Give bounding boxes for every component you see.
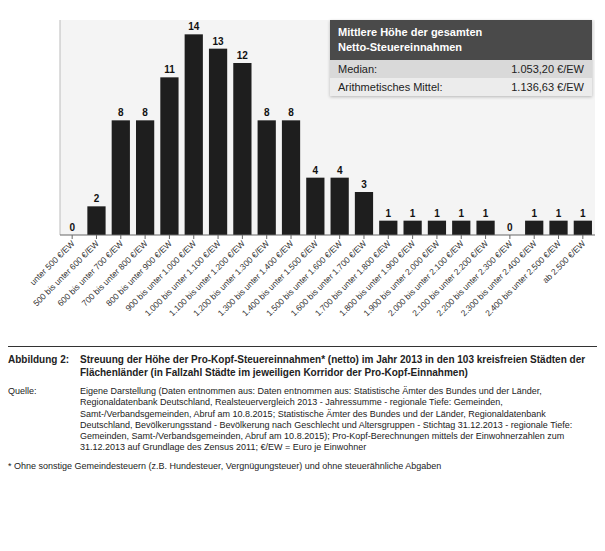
- bar: [355, 192, 373, 235]
- bar: [476, 221, 494, 235]
- y-axis-line: [60, 20, 61, 235]
- data-label: 8: [118, 107, 124, 118]
- source-row: Quelle:Eigene Darstellung (Daten entnomm…: [8, 386, 597, 454]
- data-label: 8: [288, 107, 294, 118]
- bar: [306, 178, 324, 235]
- bar: [87, 206, 105, 235]
- x-tick: [169, 235, 170, 239]
- data-label: 4: [313, 165, 319, 176]
- source-label: Quelle:: [8, 386, 80, 454]
- data-label: 1: [410, 208, 416, 219]
- bar: [233, 63, 251, 235]
- x-tick: [363, 235, 364, 239]
- x-tick: [120, 235, 121, 239]
- bar: [403, 221, 421, 235]
- x-axis: unter 500 €/EW500 bis unter 600 €/EW600 …: [28, 235, 595, 318]
- data-label: 1: [556, 208, 562, 219]
- x-tick: [291, 235, 292, 239]
- x-tick: [436, 235, 437, 239]
- bars: [87, 34, 592, 235]
- stats-header: Mittlere Höhe der gesamten Netto-Steuere…: [330, 20, 592, 60]
- bar: [258, 120, 276, 235]
- data-label: 8: [264, 107, 270, 118]
- data-label: 11: [164, 64, 175, 75]
- x-tick: [339, 235, 340, 239]
- data-label: 4: [337, 165, 343, 176]
- x-tick: [242, 235, 243, 239]
- bar: [331, 178, 349, 235]
- x-tick: [145, 235, 146, 239]
- bar: [549, 221, 567, 235]
- x-tick: [218, 235, 219, 239]
- data-label: 8: [142, 107, 148, 118]
- source-text: Eigene Darstellung (Daten entnommen aus:…: [80, 386, 597, 454]
- data-label: 13: [213, 36, 225, 47]
- bar: [112, 120, 130, 235]
- x-tick: [582, 235, 583, 239]
- bar: [452, 221, 470, 235]
- bar: [136, 120, 154, 235]
- bar: [574, 221, 592, 235]
- stats-label: Median:: [338, 63, 377, 75]
- data-label: 1: [458, 208, 464, 219]
- data-label: 1: [531, 208, 537, 219]
- footnote: * Ohne sonstige Gemeindesteuern (z.B. Hu…: [8, 461, 597, 472]
- stats-value: 1.053,20 €/EW: [511, 63, 584, 75]
- data-label: 12: [237, 50, 249, 61]
- x-tick: [96, 235, 97, 239]
- data-label: 2: [94, 193, 100, 204]
- caption-row: Abbildung 2:Streuung der Höhe der Pro-Ko…: [8, 353, 597, 379]
- x-tick: [509, 235, 510, 239]
- bar: [428, 221, 446, 235]
- bar: [282, 120, 300, 235]
- data-label: 3: [361, 179, 367, 190]
- x-axis-line: [60, 235, 595, 236]
- bar: [160, 77, 178, 235]
- x-tick-label: ab 2.500 €/EW: [540, 238, 587, 285]
- x-tick: [315, 235, 316, 239]
- data-label: 1: [386, 208, 392, 219]
- x-tick: [72, 235, 73, 239]
- stats-value: 1.136,63 €/EW: [511, 81, 584, 93]
- data-label: 1: [580, 208, 586, 219]
- caption-label: Abbildung 2:: [8, 353, 80, 379]
- x-tick: [485, 235, 486, 239]
- stats-row: Median: 1.053,20 €/EW: [330, 60, 592, 78]
- separator: [8, 346, 597, 347]
- bar: [209, 49, 227, 235]
- x-tick: [534, 235, 535, 239]
- stats-box: Mittlere Höhe der gesamten Netto-Steuere…: [330, 20, 592, 96]
- x-tick: [412, 235, 413, 239]
- stats-label: Arithmetisches Mittel:: [338, 81, 443, 93]
- x-tick: [388, 235, 389, 239]
- bar: [379, 221, 397, 235]
- title: Streuung der Höhe der Pro-Kopf-Steuerein…: [80, 353, 597, 379]
- data-label: 0: [69, 222, 75, 233]
- data-label: 1: [434, 208, 440, 219]
- x-tick: [558, 235, 559, 239]
- x-tick: [193, 235, 194, 239]
- data-label: 1: [483, 208, 489, 219]
- x-tick: [266, 235, 267, 239]
- text-area: Abbildung 2:Streuung der Höhe der Pro-Ko…: [0, 340, 605, 551]
- plot-area: [60, 20, 595, 235]
- bar: [525, 221, 543, 235]
- stats-row: Arithmetisches Mittel: 1.136,63 €/EW: [330, 78, 592, 96]
- x-tick: [461, 235, 462, 239]
- data-label: 0: [507, 222, 513, 233]
- data-label: 14: [188, 21, 200, 32]
- bar: [185, 34, 203, 235]
